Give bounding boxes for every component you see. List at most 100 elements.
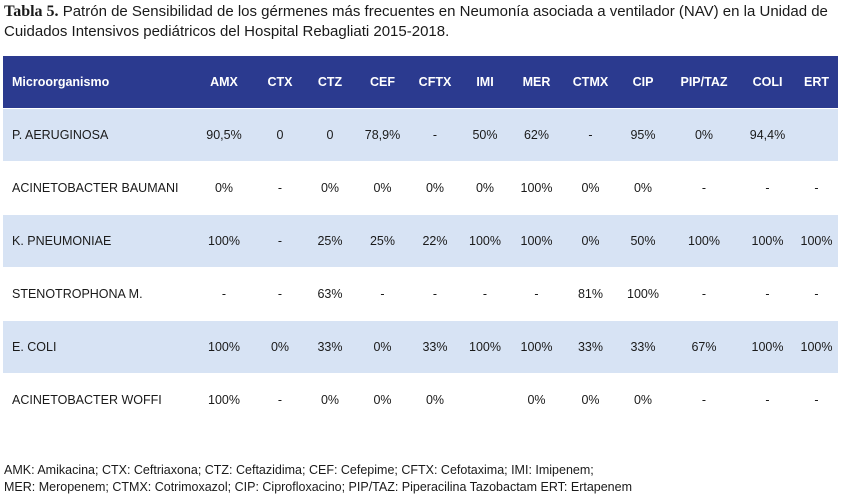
cell-pip-taz: - xyxy=(668,373,740,426)
cell-amx: 100% xyxy=(193,214,255,268)
cell-ctx: - xyxy=(255,161,305,215)
cell-amx: 0% xyxy=(193,161,255,215)
cell-ctx: - xyxy=(255,214,305,268)
cell-imi: 50% xyxy=(460,108,510,162)
cell-ctx: 0% xyxy=(255,320,305,374)
cell-ctmx: 81% xyxy=(563,267,618,321)
cell-cip: 0% xyxy=(618,161,668,215)
caption-text: Patrón de Sensibilidad de los gérmenes m… xyxy=(4,3,828,40)
cell-mer: 100% xyxy=(510,214,563,268)
cell-ctmx: 0% xyxy=(563,161,618,215)
cell-ert: - xyxy=(795,267,838,321)
cell-amx: 100% xyxy=(193,320,255,374)
cell-ctmx: 0% xyxy=(563,214,618,268)
cell-cip: 100% xyxy=(618,267,668,321)
cell-cftx: 0% xyxy=(410,373,460,426)
cell-ctz: 33% xyxy=(305,320,355,374)
cell-ctmx: - xyxy=(563,108,618,162)
cell-amx: 100% xyxy=(193,373,255,426)
cell-ctx: 0 xyxy=(255,108,305,162)
cell-cip: 95% xyxy=(618,108,668,162)
row-organism: STENOTROPHONA M. xyxy=(3,267,193,321)
cell-imi: 100% xyxy=(460,320,510,374)
cell-ctz: 0 xyxy=(305,108,355,162)
cell-mer: - xyxy=(510,267,563,321)
cell-ctx: - xyxy=(255,267,305,321)
cell-pip-taz: 0% xyxy=(668,108,740,162)
header-pip-taz: PIP/TAZ xyxy=(668,56,740,109)
header-imi: IMI xyxy=(460,56,510,109)
table-caption: Tabla 5. Patrón de Sensibilidad de los g… xyxy=(4,2,834,42)
cell-amx: 90,5% xyxy=(193,108,255,162)
cell-pip-taz: 67% xyxy=(668,320,740,374)
cell-ert xyxy=(795,108,838,162)
cell-ctz: 0% xyxy=(305,161,355,215)
table-row: ACINETOBACTER BAUMANI 0% - 0% 0% 0% 0% 1… xyxy=(3,161,838,215)
cell-cftx: 0% xyxy=(410,161,460,215)
header-ctz: CTZ xyxy=(305,56,355,109)
cell-cip: 0% xyxy=(618,373,668,426)
cell-coli: 94,4% xyxy=(740,108,795,162)
cell-imi: 0% xyxy=(460,161,510,215)
cell-coli: - xyxy=(740,267,795,321)
header-cef: CEF xyxy=(355,56,410,109)
table-row: ACINETOBACTER WOFFI 100% - 0% 0% 0% 0% 0… xyxy=(3,373,838,426)
header-cftx: CFTX xyxy=(410,56,460,109)
cell-cftx: - xyxy=(410,108,460,162)
cell-ctz: 63% xyxy=(305,267,355,321)
row-organism: P. AERUGINOSA xyxy=(3,108,193,162)
cell-ert: - xyxy=(795,373,838,426)
abbreviations-footnote: AMK: Amikacina; CTX: Ceftriaxona; CTZ: C… xyxy=(4,462,834,496)
header-amx: AMX xyxy=(193,56,255,109)
cell-mer: 0% xyxy=(510,373,563,426)
table-row: STENOTROPHONA M. - - 63% - - - - 81% 100… xyxy=(3,267,838,321)
cell-coli: - xyxy=(740,373,795,426)
cell-cftx: 33% xyxy=(410,320,460,374)
table-row: K. PNEUMONIAE 100% - 25% 25% 22% 100% 10… xyxy=(3,214,838,268)
cell-cef: 78,9% xyxy=(355,108,410,162)
cell-pip-taz: - xyxy=(668,267,740,321)
header-row: Microorganismo AMX CTX CTZ CEF CFTX IMI … xyxy=(3,56,838,109)
row-organism: E. COLI xyxy=(3,320,193,374)
cell-mer: 100% xyxy=(510,320,563,374)
cell-coli: - xyxy=(740,161,795,215)
table-row: E. COLI 100% 0% 33% 0% 33% 100% 100% 33%… xyxy=(3,320,838,374)
cell-imi xyxy=(460,373,510,426)
cell-pip-taz: 100% xyxy=(668,214,740,268)
cell-coli: 100% xyxy=(740,214,795,268)
cell-imi: - xyxy=(460,267,510,321)
header-cip: CIP xyxy=(618,56,668,109)
cell-pip-taz: - xyxy=(668,161,740,215)
cell-cef: - xyxy=(355,267,410,321)
cell-cef: 25% xyxy=(355,214,410,268)
footnote-line-2: MER: Meropenem; CTMX: Cotrimoxazol; CIP:… xyxy=(4,480,633,494)
cell-cef: 0% xyxy=(355,373,410,426)
caption-label: Tabla 5. xyxy=(4,3,59,20)
cell-ctmx: 0% xyxy=(563,373,618,426)
cell-coli: 100% xyxy=(740,320,795,374)
header-microorganismo: Microorganismo xyxy=(3,56,193,109)
header-ert: ERT xyxy=(795,56,838,109)
cell-mer: 100% xyxy=(510,161,563,215)
header-mer: MER xyxy=(510,56,563,109)
cell-ert: - xyxy=(795,161,838,215)
row-organism: K. PNEUMONIAE xyxy=(3,214,193,268)
row-organism: ACINETOBACTER WOFFI xyxy=(3,373,193,426)
cell-cip: 50% xyxy=(618,214,668,268)
cell-ctx: - xyxy=(255,373,305,426)
cell-cftx: - xyxy=(410,267,460,321)
cell-cftx: 22% xyxy=(410,214,460,268)
cell-cip: 33% xyxy=(618,320,668,374)
cell-ert: 100% xyxy=(795,320,838,374)
row-organism: ACINETOBACTER BAUMANI xyxy=(3,161,193,215)
cell-ert: 100% xyxy=(795,214,838,268)
cell-mer: 62% xyxy=(510,108,563,162)
sensitivity-table: Microorganismo AMX CTX CTZ CEF CFTX IMI … xyxy=(3,56,838,426)
cell-amx: - xyxy=(193,267,255,321)
cell-ctz: 25% xyxy=(305,214,355,268)
cell-ctz: 0% xyxy=(305,373,355,426)
header-ctmx: CTMX xyxy=(563,56,618,109)
header-ctx: CTX xyxy=(255,56,305,109)
cell-cef: 0% xyxy=(355,161,410,215)
table-row: P. AERUGINOSA 90,5% 0 0 78,9% - 50% 62% … xyxy=(3,108,838,162)
